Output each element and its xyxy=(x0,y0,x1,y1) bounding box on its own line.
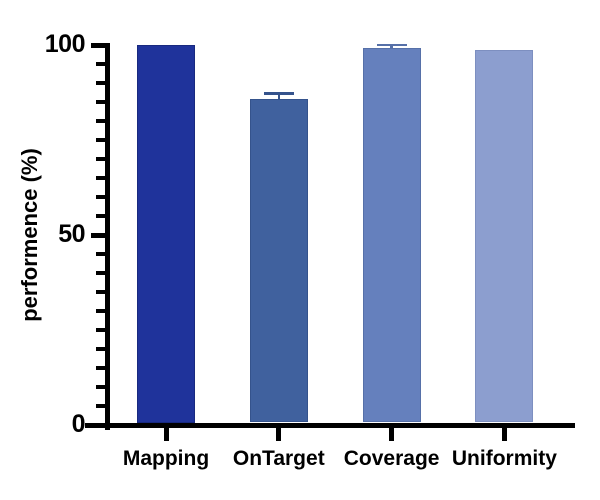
y-minor-tick xyxy=(96,290,105,294)
x-tick-label: Uniformity xyxy=(451,447,557,470)
x-tick-label: OnTarget xyxy=(232,447,325,470)
x-tick xyxy=(389,427,395,441)
x-tick-label: Coverage xyxy=(343,447,440,470)
y-major-tick xyxy=(91,232,105,238)
y-tick-label: 0 xyxy=(71,409,86,438)
bar-mapping xyxy=(137,45,195,423)
y-axis-line xyxy=(105,43,110,430)
y-minor-tick xyxy=(96,347,105,351)
y-major-tick xyxy=(91,422,105,428)
bar-ontarget xyxy=(249,98,308,423)
y-minor-tick xyxy=(96,385,105,389)
x-tick-label: Mapping xyxy=(122,447,210,470)
y-tick-label: 50 xyxy=(58,219,85,248)
y-minor-tick xyxy=(96,366,105,370)
error-bar-cap xyxy=(376,43,407,47)
y-major-tick xyxy=(91,42,105,48)
x-tick xyxy=(276,427,282,441)
y-axis-title: performence (%) xyxy=(17,148,42,322)
y-minor-tick xyxy=(96,214,105,218)
y-minor-tick xyxy=(96,252,105,256)
y-minor-tick xyxy=(96,176,105,180)
y-minor-tick xyxy=(96,138,105,142)
bar-coverage xyxy=(362,48,421,423)
x-tick xyxy=(501,427,507,441)
y-minor-tick xyxy=(96,404,105,408)
y-minor-tick xyxy=(96,309,105,313)
y-tick-label: 100 xyxy=(44,29,86,58)
y-minor-tick xyxy=(96,119,105,123)
y-minor-tick xyxy=(96,81,105,85)
error-bar-cap xyxy=(263,92,294,95)
y-minor-tick xyxy=(96,100,105,104)
y-minor-tick xyxy=(96,271,105,275)
y-minor-tick xyxy=(96,62,105,66)
y-minor-tick xyxy=(96,328,105,332)
y-minor-tick xyxy=(96,195,105,199)
y-axis-title-box: performence (%) xyxy=(6,45,54,425)
y-minor-tick xyxy=(96,157,105,161)
x-axis-line xyxy=(85,422,575,428)
bar-uniformity xyxy=(475,49,534,423)
x-tick xyxy=(163,427,169,441)
